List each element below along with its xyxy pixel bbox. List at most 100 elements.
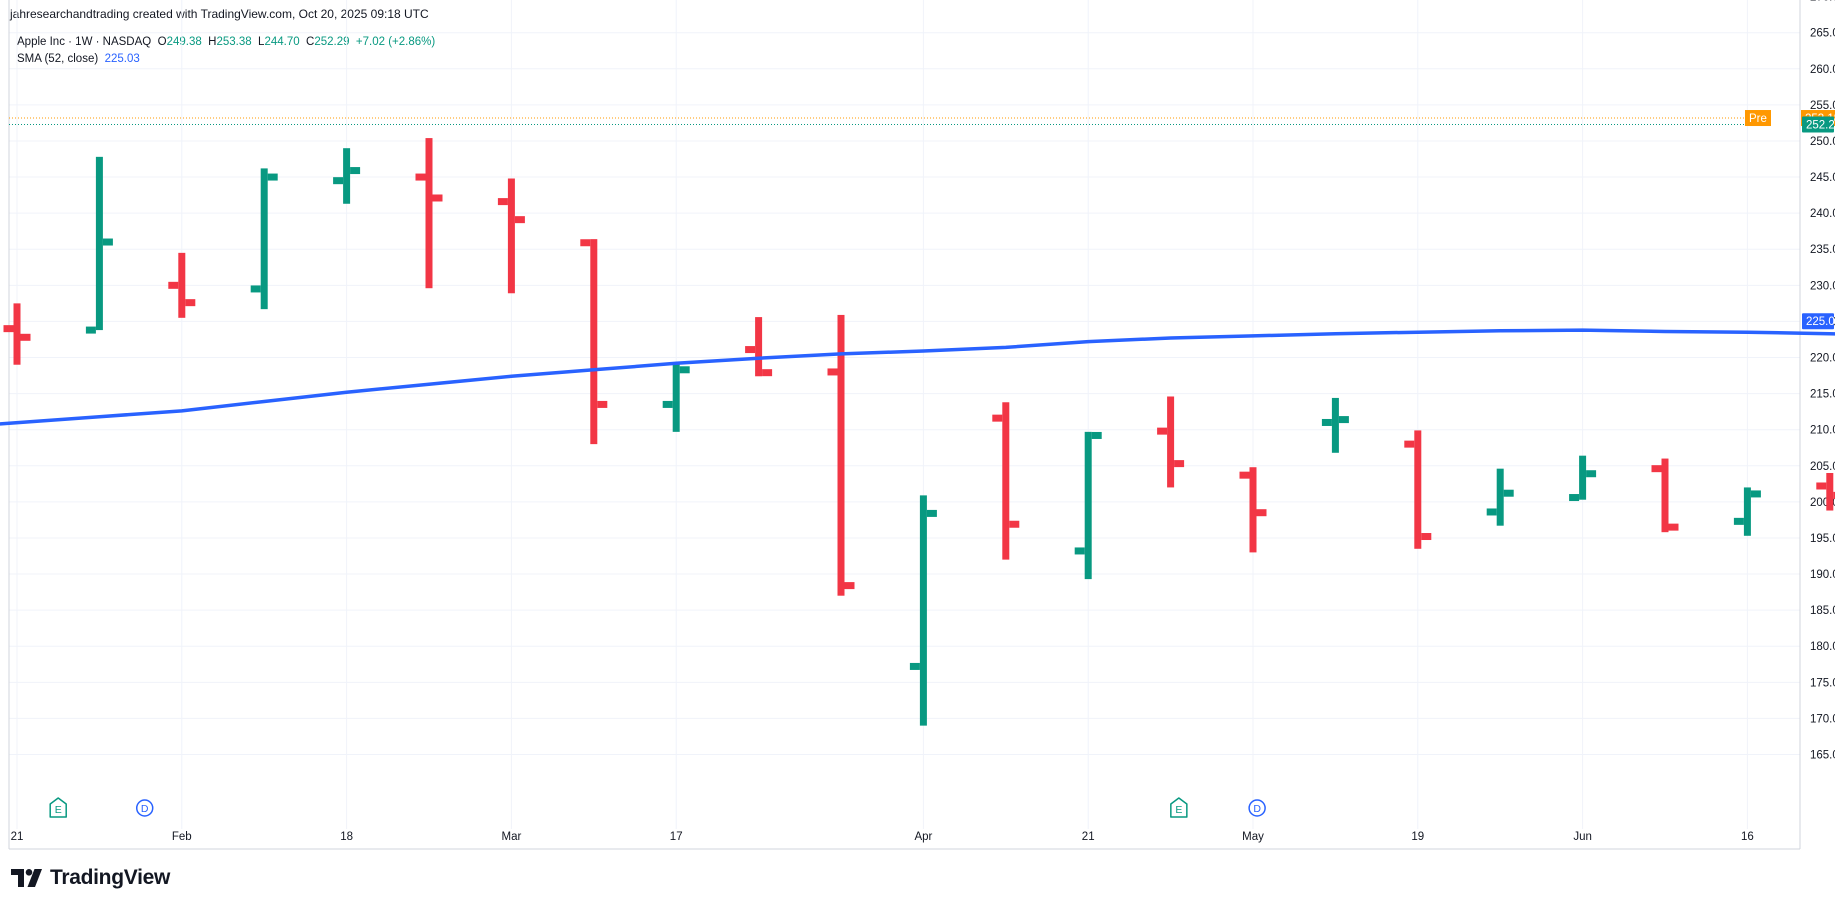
price-tick-label: 260.00 <box>1810 64 1835 76</box>
ohlc-bar-range <box>590 239 598 445</box>
ohlc-bar-open-tick <box>3 325 14 333</box>
ohlc-bar-range <box>13 303 21 365</box>
ohlc-bar[interactable] <box>415 138 443 289</box>
time-tick-label: May <box>1242 831 1264 843</box>
dividend-marker-shape <box>1248 799 1266 817</box>
ohlc-bar-close-tick <box>1256 509 1267 517</box>
ohlc-bar[interactable] <box>992 402 1020 560</box>
time-tick-label: Feb <box>172 831 192 843</box>
ohlc-bar-open-tick <box>1733 517 1744 525</box>
ohlc-bar-close-tick <box>20 333 31 341</box>
time-tick-label: 21 <box>1082 831 1095 843</box>
ohlc-bar[interactable] <box>909 495 937 726</box>
ohlc-bar-range <box>1661 458 1669 533</box>
ohlc-bar-range <box>1826 472 1834 511</box>
price-tick-label: 210.00 <box>1810 425 1835 437</box>
ohlc-bar-close-tick <box>1009 520 1020 528</box>
sma-price-label-bg <box>1802 313 1834 330</box>
earnings-marker-icon[interactable]: E <box>49 797 67 818</box>
dividend-marker-icon[interactable]: D <box>135 799 154 817</box>
event-marker-letter: E <box>55 804 62 816</box>
ohlc-bar-open-tick <box>1816 482 1827 490</box>
ohlc-bar[interactable] <box>3 303 31 365</box>
ohlc-bar[interactable] <box>745 317 773 377</box>
ohlc-bar-range <box>1743 487 1751 536</box>
ohlc-bar-range <box>1167 396 1175 488</box>
ohlc-bar-open-tick <box>909 662 920 670</box>
ohlc-bar-range <box>1414 430 1422 549</box>
ohlc-bar-range <box>95 156 103 331</box>
legend-ohlc-row: Apple Inc · 1W · NASDAQ O249.38 H253.38 … <box>17 34 435 51</box>
ohlc-bar-close-tick <box>1174 460 1185 468</box>
price-tick-label: 220.00 <box>1810 353 1835 365</box>
ohlc-bar-close-tick <box>1586 470 1597 478</box>
ohlc-bar[interactable] <box>1486 468 1514 526</box>
ohlc-bar[interactable] <box>497 178 525 294</box>
ohlc-bar-close-tick <box>1338 416 1349 424</box>
ohlc-bar-range <box>343 148 351 204</box>
earnings-marker-shape <box>1170 797 1188 818</box>
time-tick-label: 17 <box>670 831 683 843</box>
price-tick-label: 250.00 <box>1810 136 1835 148</box>
ohlc-bar-range <box>425 138 433 289</box>
pre-market-tag-bg <box>1745 110 1771 127</box>
price-tick-label: 265.00 <box>1810 28 1835 40</box>
ohlc-bar-range <box>1249 467 1257 553</box>
earnings-marker-shape <box>49 797 67 818</box>
ohlc-bar[interactable] <box>250 168 278 310</box>
time-tick-label: 18 <box>340 831 353 843</box>
ohlc-bar-open-tick <box>497 198 508 206</box>
price-tick-label: 230.00 <box>1810 280 1835 292</box>
ohlc-bar-close-tick <box>597 400 608 408</box>
earnings-marker-icon[interactable]: E <box>1170 797 1188 818</box>
legend-close-value: 252.29 <box>314 36 350 48</box>
ohlc-bar-open-tick <box>827 368 838 376</box>
ohlc-bar[interactable] <box>827 314 855 596</box>
ohlc-bar[interactable] <box>1321 397 1349 453</box>
ohlc-bar-open-tick <box>1569 494 1580 502</box>
ohlc-bar-close-tick <box>1421 533 1432 541</box>
ohlc-bar-close-tick <box>926 509 937 517</box>
ohlc-bar[interactable] <box>662 363 690 432</box>
ohlc-bar[interactable] <box>1651 458 1679 533</box>
price-tick-label: 185.00 <box>1810 605 1835 617</box>
ohlc-bar[interactable] <box>1569 455 1597 502</box>
event-marker-letter: D <box>1253 803 1261 815</box>
ohlc-bar[interactable] <box>168 252 196 318</box>
ohlc-bar-range <box>1496 468 1504 526</box>
ohlc-bar[interactable] <box>1239 467 1267 553</box>
ohlc-bar-range <box>1579 455 1587 500</box>
event-markers: EDEDEDE <box>49 797 1266 818</box>
ohlc-bar-range <box>260 168 268 310</box>
ohlc-bar-range <box>1331 397 1339 453</box>
sma-line[interactable] <box>0 321 1835 426</box>
ohlc-bar[interactable] <box>580 239 608 445</box>
legend-sma-label[interactable]: SMA (52, close) <box>17 53 99 65</box>
sma-price-label-text: 225.03 <box>1806 316 1835 328</box>
last-price-label-bg <box>1802 116 1834 133</box>
ohlc-bar-range <box>755 317 763 377</box>
time-tick-label: Apr <box>914 831 932 843</box>
price-tick-label: 195.00 <box>1810 533 1835 545</box>
ohlc-bar[interactable] <box>1816 472 1835 511</box>
ohlc-bar[interactable] <box>333 148 361 204</box>
time-tick-label: Mar <box>501 831 521 843</box>
ohlc-bar-range <box>178 252 186 318</box>
sma-price-label: 225.03 <box>1802 313 1835 330</box>
ohlc-bar[interactable] <box>85 156 113 334</box>
ohlc-bar[interactable] <box>1733 487 1761 536</box>
ohlc-bar-range <box>672 363 680 432</box>
ohlc-bar[interactable] <box>1074 431 1102 580</box>
legend-symbol[interactable]: Apple Inc · 1W · NASDAQ <box>17 36 152 48</box>
ohlc-bar-open-tick <box>992 414 1003 422</box>
ohlc-bar[interactable] <box>1404 430 1432 549</box>
ohlc-bar-open-tick <box>1651 465 1662 473</box>
ohlc-bar-close-tick <box>1091 431 1102 439</box>
dividend-marker-icon[interactable]: D <box>1248 799 1266 817</box>
ohlc-bar-open-tick <box>333 177 344 185</box>
time-axis[interactable]: 21Feb18Mar17Apr21May19Jun16Jul21Aug18Sep… <box>11 831 1835 843</box>
ohlc-bar-open-tick <box>85 326 96 334</box>
ohlc-bar[interactable] <box>1157 396 1185 488</box>
time-tick-label: 21 <box>11 831 24 843</box>
